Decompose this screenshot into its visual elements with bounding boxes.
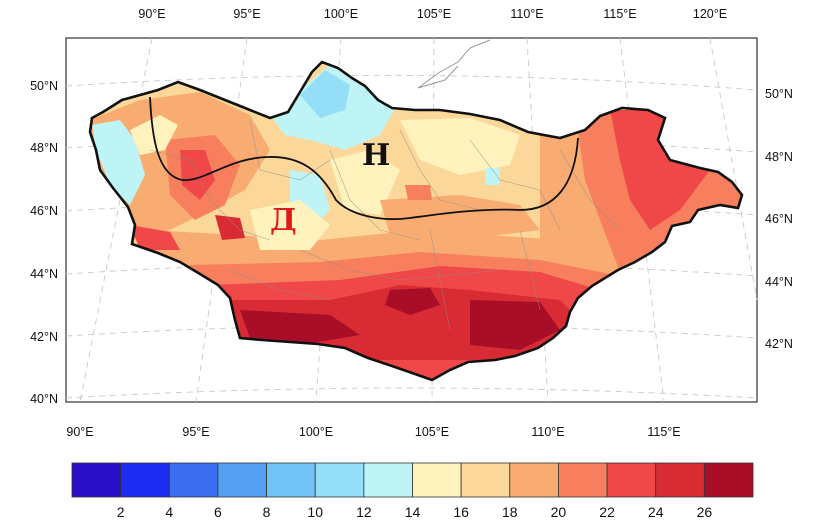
colorbar-tick-label: 10 (307, 504, 323, 520)
right-lat-label: 46°N (765, 212, 793, 226)
colorbar-swatch (655, 462, 705, 498)
colorbar-swatch (266, 462, 316, 498)
bottom-lon-label: 90°E (66, 425, 93, 439)
zone-north-label: Н (362, 138, 390, 173)
left-lat-labels: 50°N 48°N 46°N 44°N 42°N 40°N (30, 79, 58, 406)
colorbar-tick-label: 24 (648, 504, 664, 520)
left-lat-label: 40°N (30, 392, 58, 406)
colorbar-swatch (168, 462, 219, 498)
colorbar-swatch (606, 462, 657, 498)
colorbar-tick-label: 12 (356, 504, 372, 520)
top-lon-label: 95°E (233, 7, 260, 21)
colorbar-swatch (703, 462, 754, 498)
colorbar-tick-label: 16 (453, 504, 469, 520)
top-lon-label: 90°E (138, 7, 165, 21)
colorbar-swatch (558, 462, 608, 498)
bottom-lon-label: 100°E (299, 425, 333, 439)
colorbar-labels: 2 4 6 8 10 12 14 16 18 20 22 24 26 (117, 504, 713, 520)
right-lat-labels: 50°N 48°N 46°N 44°N 42°N (765, 87, 793, 351)
colorbar-swatch (363, 462, 413, 498)
bottom-lon-labels: 90°E 95°E 100°E 105°E 110°E 115°E (66, 425, 680, 439)
top-lon-labels: 90°E 95°E 100°E 105°E 110°E 115°E 120°E (138, 7, 727, 21)
colorbar-tick-label: 2 (117, 504, 125, 520)
colorbar (71, 462, 754, 498)
colorbar-tick-label: 18 (502, 504, 518, 520)
colorbar-tick-label: 8 (263, 504, 271, 520)
colorbar-swatch (71, 462, 122, 498)
colorbar-swatch (412, 462, 462, 498)
left-lat-label: 44°N (30, 267, 58, 281)
colorbar-swatch (460, 462, 511, 498)
left-lat-label: 50°N (30, 79, 58, 93)
left-lat-label: 48°N (30, 141, 58, 155)
province-borders (149, 119, 621, 331)
bottom-lon-label: 115°E (647, 425, 680, 439)
bottom-lon-label: 105°E (415, 425, 449, 439)
right-lat-label: 50°N (765, 87, 793, 101)
left-lat-label: 46°N (30, 204, 58, 218)
neighbor-border (417, 39, 491, 89)
colorbar-swatch (509, 462, 559, 498)
top-lon-label: 120°E (693, 7, 727, 21)
colorbar-tick-label: 6 (214, 504, 222, 520)
zone-south-label: Д (270, 203, 297, 238)
colorbar-tick-label: 4 (165, 504, 173, 520)
bottom-lon-label: 95°E (182, 425, 209, 439)
right-lat-label: 48°N (765, 150, 793, 164)
top-lon-label: 110°E (510, 7, 543, 21)
colorbar-swatch (217, 462, 267, 498)
colorbar-swatch (120, 462, 170, 498)
top-lon-label: 115°E (603, 7, 636, 21)
bottom-lon-label: 110°E (531, 425, 564, 439)
colorbar-tick-label: 22 (599, 504, 615, 520)
colorbar-tick-label: 20 (551, 504, 567, 520)
right-lat-label: 44°N (765, 275, 793, 289)
zone-boundary-line (149, 96, 579, 221)
colorbar-tick-label: 26 (697, 504, 713, 520)
colorbar-tick-label: 14 (405, 504, 421, 520)
top-lon-label: 105°E (417, 7, 451, 21)
right-lat-label: 42°N (765, 337, 793, 351)
left-lat-label: 42°N (30, 330, 58, 344)
colorbar-swatch (314, 462, 365, 498)
top-lon-label: 100°E (324, 7, 358, 21)
